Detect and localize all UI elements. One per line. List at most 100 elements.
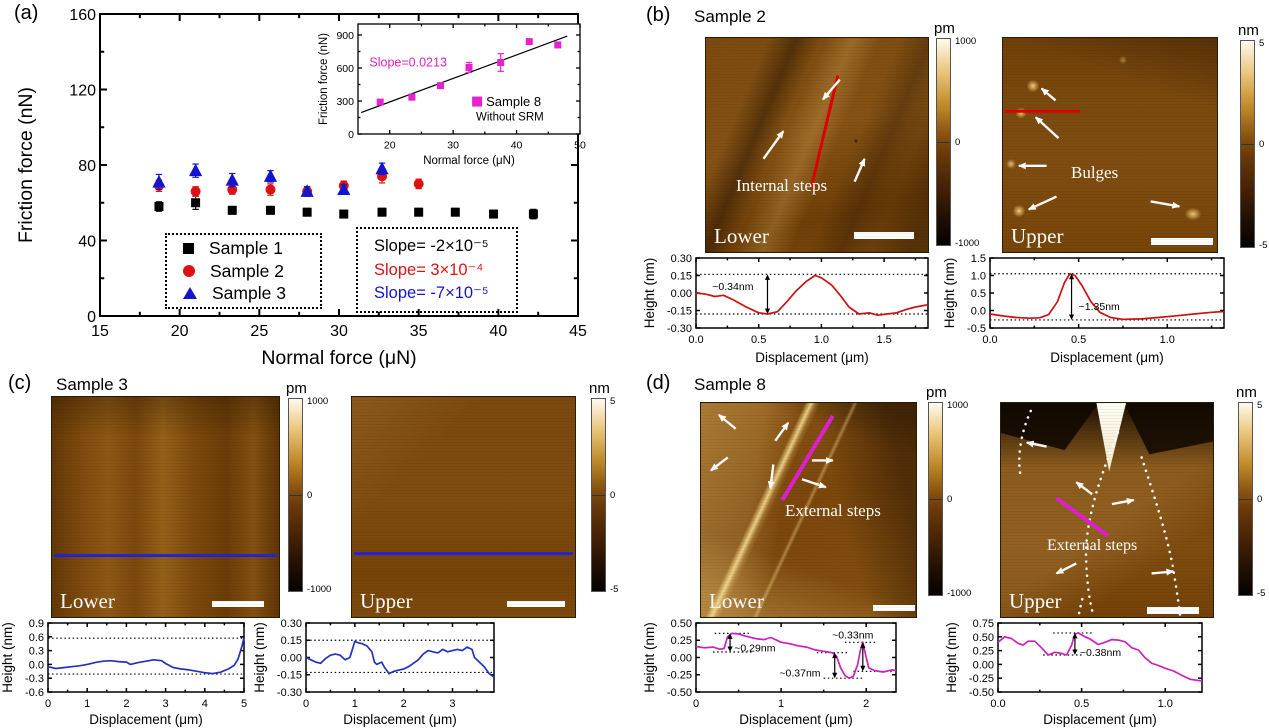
colorbar-tick: -5 [610, 584, 619, 595]
svg-text:Height (nm): Height (nm) [644, 622, 657, 693]
legend-row-sample1: Sample 1 [183, 238, 316, 259]
arrow-icon [718, 413, 737, 430]
external-steps-label: External steps [785, 501, 881, 520]
colorbar-title: pm [286, 380, 307, 397]
svg-text:Displacement (μm): Displacement (μm) [739, 712, 853, 727]
svg-text:0.25: 0.25 [973, 646, 994, 658]
colorbar-tick: -1000 [955, 238, 980, 249]
legend-label-sample3: Sample 3 [212, 282, 286, 303]
svg-text:Friction force (nN): Friction force (nN) [15, 87, 37, 243]
colorbar-tick: 5 [610, 396, 616, 407]
svg-text:600: 600 [336, 63, 354, 75]
svg-text:2: 2 [123, 698, 129, 710]
svg-text:1.0: 1.0 [814, 334, 829, 346]
svg-text:-0.6: -0.6 [25, 687, 44, 699]
svg-text:2: 2 [863, 698, 869, 710]
svg-text:-0.25: -0.25 [667, 670, 692, 682]
colorbar-title: pm [934, 20, 955, 37]
bulges-label: Bulges [1071, 163, 1119, 182]
svg-text:0.75: 0.75 [973, 618, 994, 630]
svg-text:30: 30 [330, 323, 348, 340]
svg-text:1: 1 [84, 698, 90, 710]
svg-text:0.5: 0.5 [1074, 698, 1089, 710]
svg-text:0.15: 0.15 [671, 270, 692, 282]
svg-text:Without SRM: Without SRM [476, 112, 544, 124]
panel-b-title: Sample 2 [694, 7, 766, 26]
svg-text:Displacement (μm): Displacement (μm) [89, 712, 203, 727]
colorbar-title: nm [1236, 384, 1257, 401]
svg-text:Height (nm): Height (nm) [944, 258, 957, 329]
svg-text:-0.15: -0.15 [667, 305, 692, 317]
svg-text:-0.15: -0.15 [277, 670, 302, 682]
legend-label-sample2: Sample 2 [210, 260, 284, 281]
colorbar-tick: 0 [307, 490, 313, 501]
dotted-line [1140, 456, 1182, 617]
afm-image-sample2-lower: Internal steps Lower [705, 37, 929, 253]
afm-overlay-b-lower [762, 75, 866, 189]
afm-image-sample3-lower: Lower [51, 396, 280, 618]
svg-text:5: 5 [241, 698, 247, 710]
height-profile-d-upper: 0.0 0.5 1.0 -0.50 -0.25 0.000.25 0.50 0.75 ~0.38… [946, 618, 1203, 727]
afm-overlay-c-lower [54, 554, 277, 558]
svg-text:3: 3 [449, 698, 455, 710]
svg-text:30: 30 [447, 140, 459, 152]
colorbar-title: nm [1238, 22, 1259, 39]
colorbar-tick: 5 [1257, 400, 1263, 411]
svg-text:0.0: 0.0 [971, 305, 986, 317]
profile-line-marker [1055, 496, 1110, 538]
svg-text:1: 1 [778, 698, 784, 710]
svg-text:-0.50: -0.50 [969, 687, 994, 699]
dotted-boundary-lines [1018, 409, 1182, 617]
svg-text:-0.50: -0.50 [667, 687, 692, 699]
colorbar-tick: 0 [610, 490, 616, 501]
slope-sample2: Slope= 3×10⁻⁴ [374, 260, 484, 279]
upper-region-label: Upper [1009, 589, 1062, 613]
svg-text:0.6: 0.6 [29, 632, 44, 644]
legend-samples: Sample 1 Sample 2 Sample 3 [165, 233, 322, 309]
dotted-line [1084, 431, 1120, 617]
slope-sample3: Slope= -7×10⁻⁵ [374, 284, 489, 303]
height-profile-b-upper: 0.0 0.5 1.0-0.50.00.51.01.5~1.35nmDisplace… [944, 253, 1225, 365]
svg-text:0.50: 0.50 [973, 632, 994, 644]
colorbar-gradient [1238, 402, 1253, 596]
svg-text:~0.33nm: ~0.33nm [832, 630, 873, 642]
svg-text:Sample 8: Sample 8 [486, 94, 541, 109]
colorbar-tick: 1000 [307, 396, 329, 407]
legend-row-sample3: Sample 3 [183, 283, 316, 304]
colorbar-pm-b: pm 1000 0 -1000 [934, 20, 980, 249]
colorbar-gradient [591, 398, 606, 592]
svg-text:0.9: 0.9 [29, 618, 44, 630]
height-profile-d-lower: 0 1 2 -0.50 -0.25 0.00 0.25 0.50 ~0.29nm ~0.37nm ~… [644, 618, 897, 727]
svg-text:-0.30: -0.30 [667, 323, 692, 335]
svg-text:-0.5: -0.5 [967, 323, 986, 335]
svg-text:0.00: 0.00 [671, 652, 692, 664]
colorbar-tick: 1000 [947, 400, 969, 411]
svg-text:0.0: 0.0 [688, 334, 703, 346]
afm-overlay-d-upper [1018, 409, 1182, 617]
svg-text:0.5: 0.5 [1071, 334, 1086, 346]
svg-text:3: 3 [163, 698, 169, 710]
afm-image-sample2-upper: Bulges Upper [1002, 37, 1218, 253]
svg-text:Displacement (μm): Displacement (μm) [755, 350, 869, 365]
svg-text:Displacement (μm): Displacement (μm) [1043, 712, 1157, 727]
svg-text:120: 120 [69, 82, 96, 99]
upper-region-label: Upper [360, 589, 413, 613]
panel-c-title: Sample 3 [56, 375, 128, 394]
colorbar-tick: 0 [947, 494, 953, 505]
svg-text:Friction force (nN): Friction force (nN) [318, 33, 330, 125]
arrow-icon [1111, 497, 1135, 506]
arrow-icons [1017, 87, 1181, 211]
svg-text:0: 0 [303, 698, 309, 710]
svg-text:0.00: 0.00 [671, 288, 692, 300]
svg-text:0.0: 0.0 [990, 698, 1005, 710]
colorbar-tick: 0 [955, 137, 961, 148]
svg-text:Displacement (μm): Displacement (μm) [343, 712, 457, 727]
svg-text:0: 0 [45, 698, 51, 710]
scale-bar [854, 232, 914, 239]
svg-text:Height (nm): Height (nm) [644, 258, 657, 329]
arrow-icon [1075, 481, 1093, 496]
colorbar-nm-c: nm 5 0 -5 [589, 380, 635, 595]
svg-text:0.00: 0.00 [281, 652, 302, 664]
afm-overlay-c-upper [353, 552, 574, 556]
colorbar-tick: -1000 [307, 584, 332, 595]
